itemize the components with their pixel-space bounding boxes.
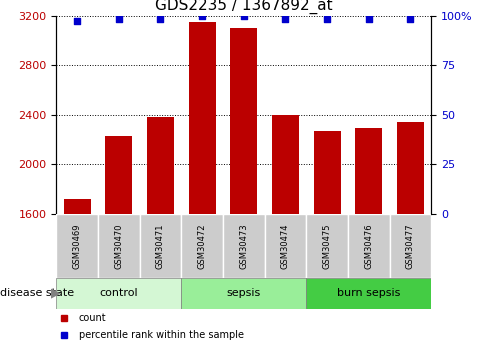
Bar xyxy=(147,117,174,214)
Text: ▶: ▶ xyxy=(51,287,61,300)
Point xyxy=(115,17,122,22)
FancyBboxPatch shape xyxy=(56,214,98,278)
FancyBboxPatch shape xyxy=(306,278,431,309)
Point xyxy=(74,19,81,24)
Text: percentile rank within the sample: percentile rank within the sample xyxy=(79,331,244,340)
Bar xyxy=(189,22,216,214)
FancyBboxPatch shape xyxy=(223,214,265,278)
FancyBboxPatch shape xyxy=(56,278,181,309)
Point xyxy=(156,17,164,22)
FancyBboxPatch shape xyxy=(265,214,306,278)
FancyBboxPatch shape xyxy=(181,214,223,278)
Text: GSM30473: GSM30473 xyxy=(239,224,248,269)
Text: GSM30475: GSM30475 xyxy=(322,224,332,269)
Text: sepsis: sepsis xyxy=(227,288,261,298)
Bar xyxy=(230,28,257,214)
Point xyxy=(406,17,414,22)
Text: disease state: disease state xyxy=(0,288,74,298)
FancyBboxPatch shape xyxy=(140,214,181,278)
Point xyxy=(198,13,206,18)
Text: GSM30476: GSM30476 xyxy=(364,224,373,269)
Bar xyxy=(105,136,132,214)
Text: count: count xyxy=(79,313,106,323)
Text: GSM30469: GSM30469 xyxy=(73,224,82,269)
FancyBboxPatch shape xyxy=(306,214,348,278)
FancyBboxPatch shape xyxy=(390,214,431,278)
Bar xyxy=(314,131,341,214)
Text: GSM30472: GSM30472 xyxy=(197,224,207,269)
Bar xyxy=(397,122,424,214)
Text: GSM30471: GSM30471 xyxy=(156,224,165,269)
Bar xyxy=(272,115,299,214)
Point xyxy=(240,13,247,18)
Bar xyxy=(355,128,382,214)
Text: GSM30474: GSM30474 xyxy=(281,224,290,269)
Text: burn sepsis: burn sepsis xyxy=(337,288,400,298)
FancyBboxPatch shape xyxy=(348,214,390,278)
Point xyxy=(281,17,289,22)
Point xyxy=(365,17,372,22)
Text: GSM30470: GSM30470 xyxy=(114,224,123,269)
Text: control: control xyxy=(99,288,138,298)
Bar xyxy=(64,199,91,214)
Text: GSM30477: GSM30477 xyxy=(406,224,415,269)
FancyBboxPatch shape xyxy=(98,214,140,278)
Point xyxy=(323,17,331,22)
FancyBboxPatch shape xyxy=(181,278,306,309)
Title: GDS2235 / 1367892_at: GDS2235 / 1367892_at xyxy=(155,0,333,14)
